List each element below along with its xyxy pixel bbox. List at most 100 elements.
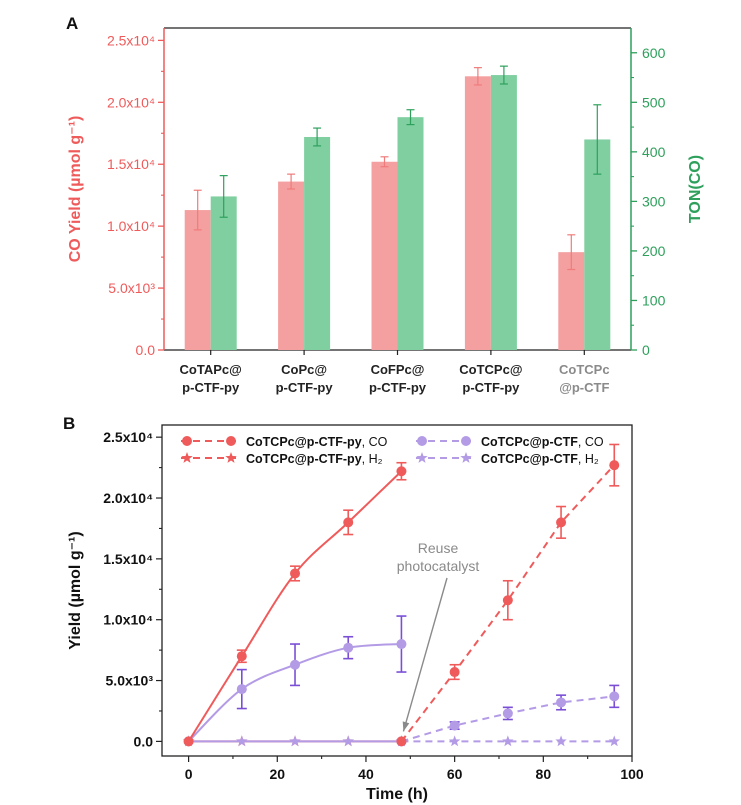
legend-label: CoTCPc@p-CTF-py, H₂: [246, 452, 383, 466]
y-tick-label: 0.0: [134, 733, 154, 749]
annotation-text: Reuse: [418, 540, 459, 556]
bar: [210, 196, 237, 350]
right-axis-tick-label: 300: [642, 193, 666, 209]
legend-series-suffix: , CO: [578, 435, 604, 449]
legend-marker: [226, 436, 236, 446]
data-point: [290, 568, 301, 579]
y-tick-label: 2.0x10⁴: [103, 490, 153, 506]
left-axis-tick-label: 5.0x10³: [108, 280, 155, 296]
bar: [184, 210, 211, 350]
bar: [304, 136, 331, 350]
data-point-star: [289, 735, 301, 747]
right-axis-title: TON(CO): [687, 155, 704, 223]
x-tick-label: CoPc@: [281, 362, 327, 377]
x-tick-label: CoFPc@: [371, 362, 425, 377]
panel-a: A 0.0 5.0x10³ 1.0x10⁴ 1.5x10⁴ 2.0x10⁴ 2.5x10⁴ 0…: [66, 14, 704, 395]
legend-label: CoTCPc@p-CTF, CO: [481, 435, 604, 449]
bar: [464, 76, 491, 351]
x-axis-title: Time (h): [366, 786, 428, 803]
legend-marker-star: [416, 452, 428, 463]
data-point: [609, 691, 620, 702]
x-tick-label: CoTCPc@: [459, 362, 522, 377]
plot-frame: [161, 424, 633, 757]
x-tick-label: 80: [536, 766, 552, 782]
legend-marker: [182, 436, 192, 446]
right-axis-tick-label: 400: [642, 144, 666, 160]
data-point: [502, 708, 513, 719]
y-tick-label: 1.5x10⁴: [103, 551, 153, 567]
data-point: [236, 684, 247, 695]
legend-marker-star: [460, 452, 472, 463]
bar: [490, 75, 517, 351]
x-tick-label: p-CTF-py: [182, 380, 240, 395]
data-point: [343, 517, 354, 528]
y-tick-label: 2.5x10⁴: [103, 429, 153, 445]
annotation-arrowhead: [402, 721, 410, 732]
y-tick-label: 1.0x10⁴: [103, 612, 153, 628]
data-point-star: [502, 735, 514, 747]
x-tick-label: p-CTF-py: [462, 380, 520, 395]
data-point: [236, 651, 247, 662]
right-axis-tick-label: 500: [642, 94, 666, 110]
data-point: [556, 517, 567, 528]
series-line: [187, 470, 403, 742]
legend-series-suffix: , H₂: [362, 452, 383, 466]
data-point: [502, 595, 513, 606]
bar: [371, 161, 398, 350]
left-axis-tick-label: 2.0x10⁴: [107, 94, 155, 110]
data-point: [183, 736, 194, 747]
x-tick-label: 20: [269, 766, 285, 782]
data-point-star: [608, 735, 620, 747]
right-axis-tick-label: 200: [642, 243, 666, 259]
left-axis-tick-label: 1.5x10⁴: [107, 156, 155, 172]
panel-label: A: [66, 14, 78, 33]
x-tick-label: 60: [447, 766, 463, 782]
legend-marker-star: [181, 452, 193, 463]
y-axis-title: Yield (µmol g⁻¹): [67, 531, 84, 649]
data-point: [396, 639, 407, 650]
legend-marker-star: [225, 452, 237, 463]
left-axis-title: CO Yield (µmol g⁻¹): [67, 116, 84, 263]
x-tick-label: p-CTF-py: [369, 380, 427, 395]
legend-marker: [417, 436, 427, 446]
x-tick-label: 40: [358, 766, 374, 782]
x-tick-label: 100: [620, 766, 644, 782]
data-point-star: [448, 735, 461, 747]
x-tick-label: 0: [185, 766, 193, 782]
data-point: [449, 667, 460, 678]
x-tick-label: CoTAPc@: [180, 362, 242, 377]
left-axis-tick-label: 1.0x10⁴: [107, 218, 155, 234]
data-point: [556, 697, 567, 708]
left-axis-tick-label: 0.0: [136, 342, 156, 358]
bar: [278, 181, 305, 350]
legend-series-name: CoTCPc@p-CTF-py: [246, 452, 362, 466]
left-axis-tick-label: 2.5x10⁴: [107, 32, 155, 48]
annotation-arrow: [402, 577, 448, 732]
data-point-star: [342, 735, 354, 747]
data-point: [396, 466, 407, 477]
annotation-text: photocatalyst: [397, 558, 480, 574]
data-point-star: [236, 735, 248, 747]
x-tick-label: p-CTF-py: [276, 380, 334, 395]
right-axis-tick-label: 100: [642, 292, 666, 308]
legend-series-suffix: , CO: [362, 435, 388, 449]
legend-marker: [461, 436, 471, 446]
right-axis-tick-label: 600: [642, 45, 666, 61]
data-point: [449, 720, 460, 731]
panel-label: B: [63, 414, 75, 433]
legend-label: CoTCPc@p-CTF-py, CO: [246, 435, 388, 449]
legend-series-suffix: , H₂: [578, 452, 599, 466]
y-tick-label: 5.0x10³: [106, 673, 154, 689]
legend-series-name: CoTCPc@p-CTF: [481, 435, 578, 449]
data-point: [396, 736, 407, 747]
right-axis-tick-label: 0: [642, 342, 650, 358]
data-point-star: [555, 735, 567, 747]
legend-series-name: CoTCPc@p-CTF-py: [246, 435, 362, 449]
bar: [397, 117, 424, 351]
data-point: [609, 460, 620, 471]
panel-b: B 0 20 40 60 80 100 0.0 5.0x10³ 1.0x10⁴ 1.5x10⁴ 2.0…: [63, 414, 644, 803]
x-tick-label: @p-CTF: [559, 380, 609, 395]
legend-series-name: CoTCPc@p-CTF: [481, 452, 578, 466]
data-point: [290, 659, 301, 670]
